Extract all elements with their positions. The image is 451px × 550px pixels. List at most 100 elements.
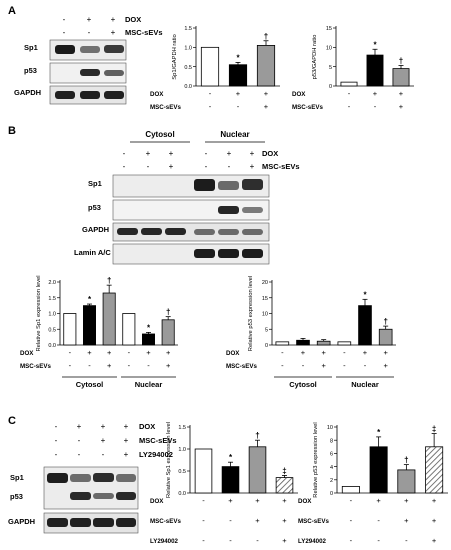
y-axis-label: Relative p53 expression level	[313, 422, 319, 497]
treatment-sign: -	[348, 102, 351, 111]
treatment-sign: -	[147, 361, 150, 370]
bar	[63, 313, 77, 346]
bar	[248, 446, 267, 494]
treatment-sign: -	[343, 348, 346, 357]
y-tick-label: 6	[330, 452, 333, 458]
treatment-sign: +	[321, 348, 326, 357]
sign-c-ly-2: -	[78, 450, 81, 459]
sign-b-msc-5: -	[228, 162, 231, 171]
sign-b-msc-1: -	[123, 162, 126, 171]
sign-c-ly-4: +	[124, 450, 129, 459]
treatment-row-label: DOX	[226, 350, 240, 357]
sign-b-dox-6: +	[250, 149, 255, 158]
treatment-sign: +	[404, 516, 409, 525]
blot-label-a-p53: p53	[24, 66, 37, 75]
sign-c-ly-1: -	[55, 450, 58, 459]
treatment-sign: +	[399, 102, 404, 111]
treatment-row-label: MSC-sEVs	[150, 104, 182, 111]
y-axis-label: Sp1/GAPDH ratio	[172, 34, 178, 79]
bar	[378, 328, 393, 346]
treatment-sign: -	[202, 516, 205, 525]
treatment-sign: -	[377, 516, 380, 525]
treatment-sign: +	[383, 348, 388, 357]
y-tick-label: 1.0	[184, 46, 192, 52]
bar	[341, 485, 360, 494]
treatment-sign: -	[88, 361, 91, 370]
treatment-sign: -	[405, 536, 408, 545]
treatment-row-label: DOX	[150, 498, 164, 505]
y-axis-label: Relative p53 expression level	[248, 276, 254, 351]
treatment-row-label: DOX	[20, 350, 34, 357]
y-tick-label: 1.0	[48, 312, 56, 318]
significance-mark: *	[88, 295, 92, 304]
sign-a-msc-3: +	[111, 28, 116, 37]
treatment-sign: +	[228, 496, 233, 505]
y-tick-label: 10	[327, 425, 333, 431]
y-tick-label: 5	[329, 65, 332, 71]
treatment-sign: +	[373, 89, 378, 98]
y-tick-label: 10	[326, 46, 332, 52]
treatment-sign: +	[107, 348, 112, 357]
y-tick-label: 2	[330, 478, 333, 484]
chart-c2: 0 2 4 6 8 10 Relative p53 expression level * † ‡ D…	[298, 422, 448, 545]
sign-b-msc-3: +	[169, 162, 174, 171]
blot-label-a-sp1: Sp1	[24, 43, 38, 52]
bar	[161, 319, 175, 346]
sign-b-dox-5: +	[227, 149, 232, 158]
sign-b-dox-1: -	[123, 149, 126, 158]
significance-mark: *	[377, 428, 381, 437]
sign-c-msc-3: +	[101, 436, 106, 445]
bar	[366, 54, 384, 87]
y-tick-label: 0	[329, 84, 332, 90]
y-tick-label: 1.0	[178, 447, 186, 453]
significance-mark: †	[399, 57, 403, 66]
y-tick-label: 20	[262, 280, 268, 286]
sign-c-msc-2: -	[78, 436, 81, 445]
sign-b-msc-6: +	[250, 162, 255, 171]
y-tick-label: 1.5	[48, 296, 56, 302]
sign-a-msc-1: -	[63, 28, 66, 37]
sign-c-dox-1: -	[55, 422, 58, 431]
treatment-sign: -	[350, 496, 353, 505]
bar	[337, 341, 352, 346]
y-tick-label: 0.0	[178, 491, 186, 497]
sign-b-dox-4: -	[205, 149, 208, 158]
treatment-sign: +	[264, 102, 269, 111]
y-tick-label: 4	[330, 465, 333, 471]
treatment-sign: -	[128, 348, 131, 357]
treatment-sign: -	[202, 536, 205, 545]
y-tick-label: 0	[330, 491, 333, 497]
significance-mark: †	[264, 32, 268, 41]
treatment-row-label: MSC-sEVs	[226, 363, 258, 370]
treatment-sign: -	[343, 361, 346, 370]
y-tick-label: 15	[262, 296, 268, 302]
row-label-c-dox: DOX	[139, 422, 155, 431]
treatment-sign: -	[69, 348, 72, 357]
bar	[275, 477, 294, 494]
treatment-sign: +	[264, 89, 269, 98]
group-label: Cytosol	[289, 380, 317, 389]
treatment-row-label: MSC-sEVs	[292, 104, 324, 111]
bar	[397, 469, 416, 494]
row-label-b-msc: MSC-sEVs	[262, 162, 300, 171]
treatment-sign: +	[432, 516, 437, 525]
y-tick-label: 0	[265, 343, 268, 349]
significance-mark: †	[383, 317, 387, 326]
blot-label-c-gapdh: GAPDH	[8, 517, 35, 526]
y-tick-label: 8	[330, 438, 333, 444]
treatment-sign: -	[237, 102, 240, 111]
y-axis-label: p53/GAPDH ratio	[312, 35, 318, 80]
y-axis-label: Relative Sp1 expression level	[166, 422, 172, 498]
significance-mark: †	[404, 456, 408, 465]
sign-a-dox-3: +	[111, 15, 116, 24]
row-label-b-dox: DOX	[262, 149, 278, 158]
chart-a2: 0 5 10 15 p53/GAPDH ratio * † DOX - + + MSC-sEVs - - +	[292, 26, 414, 111]
bar	[358, 305, 372, 346]
bar	[316, 340, 331, 346]
treatment-sign: -	[281, 348, 284, 357]
group-label: Nuclear	[135, 380, 163, 389]
panel-letter-c: C	[8, 415, 16, 427]
significance-mark: †	[166, 308, 170, 317]
blot-a: - + + DOX - - + MSC-sEVs Sp1 p53 GAPDH	[14, 15, 163, 105]
